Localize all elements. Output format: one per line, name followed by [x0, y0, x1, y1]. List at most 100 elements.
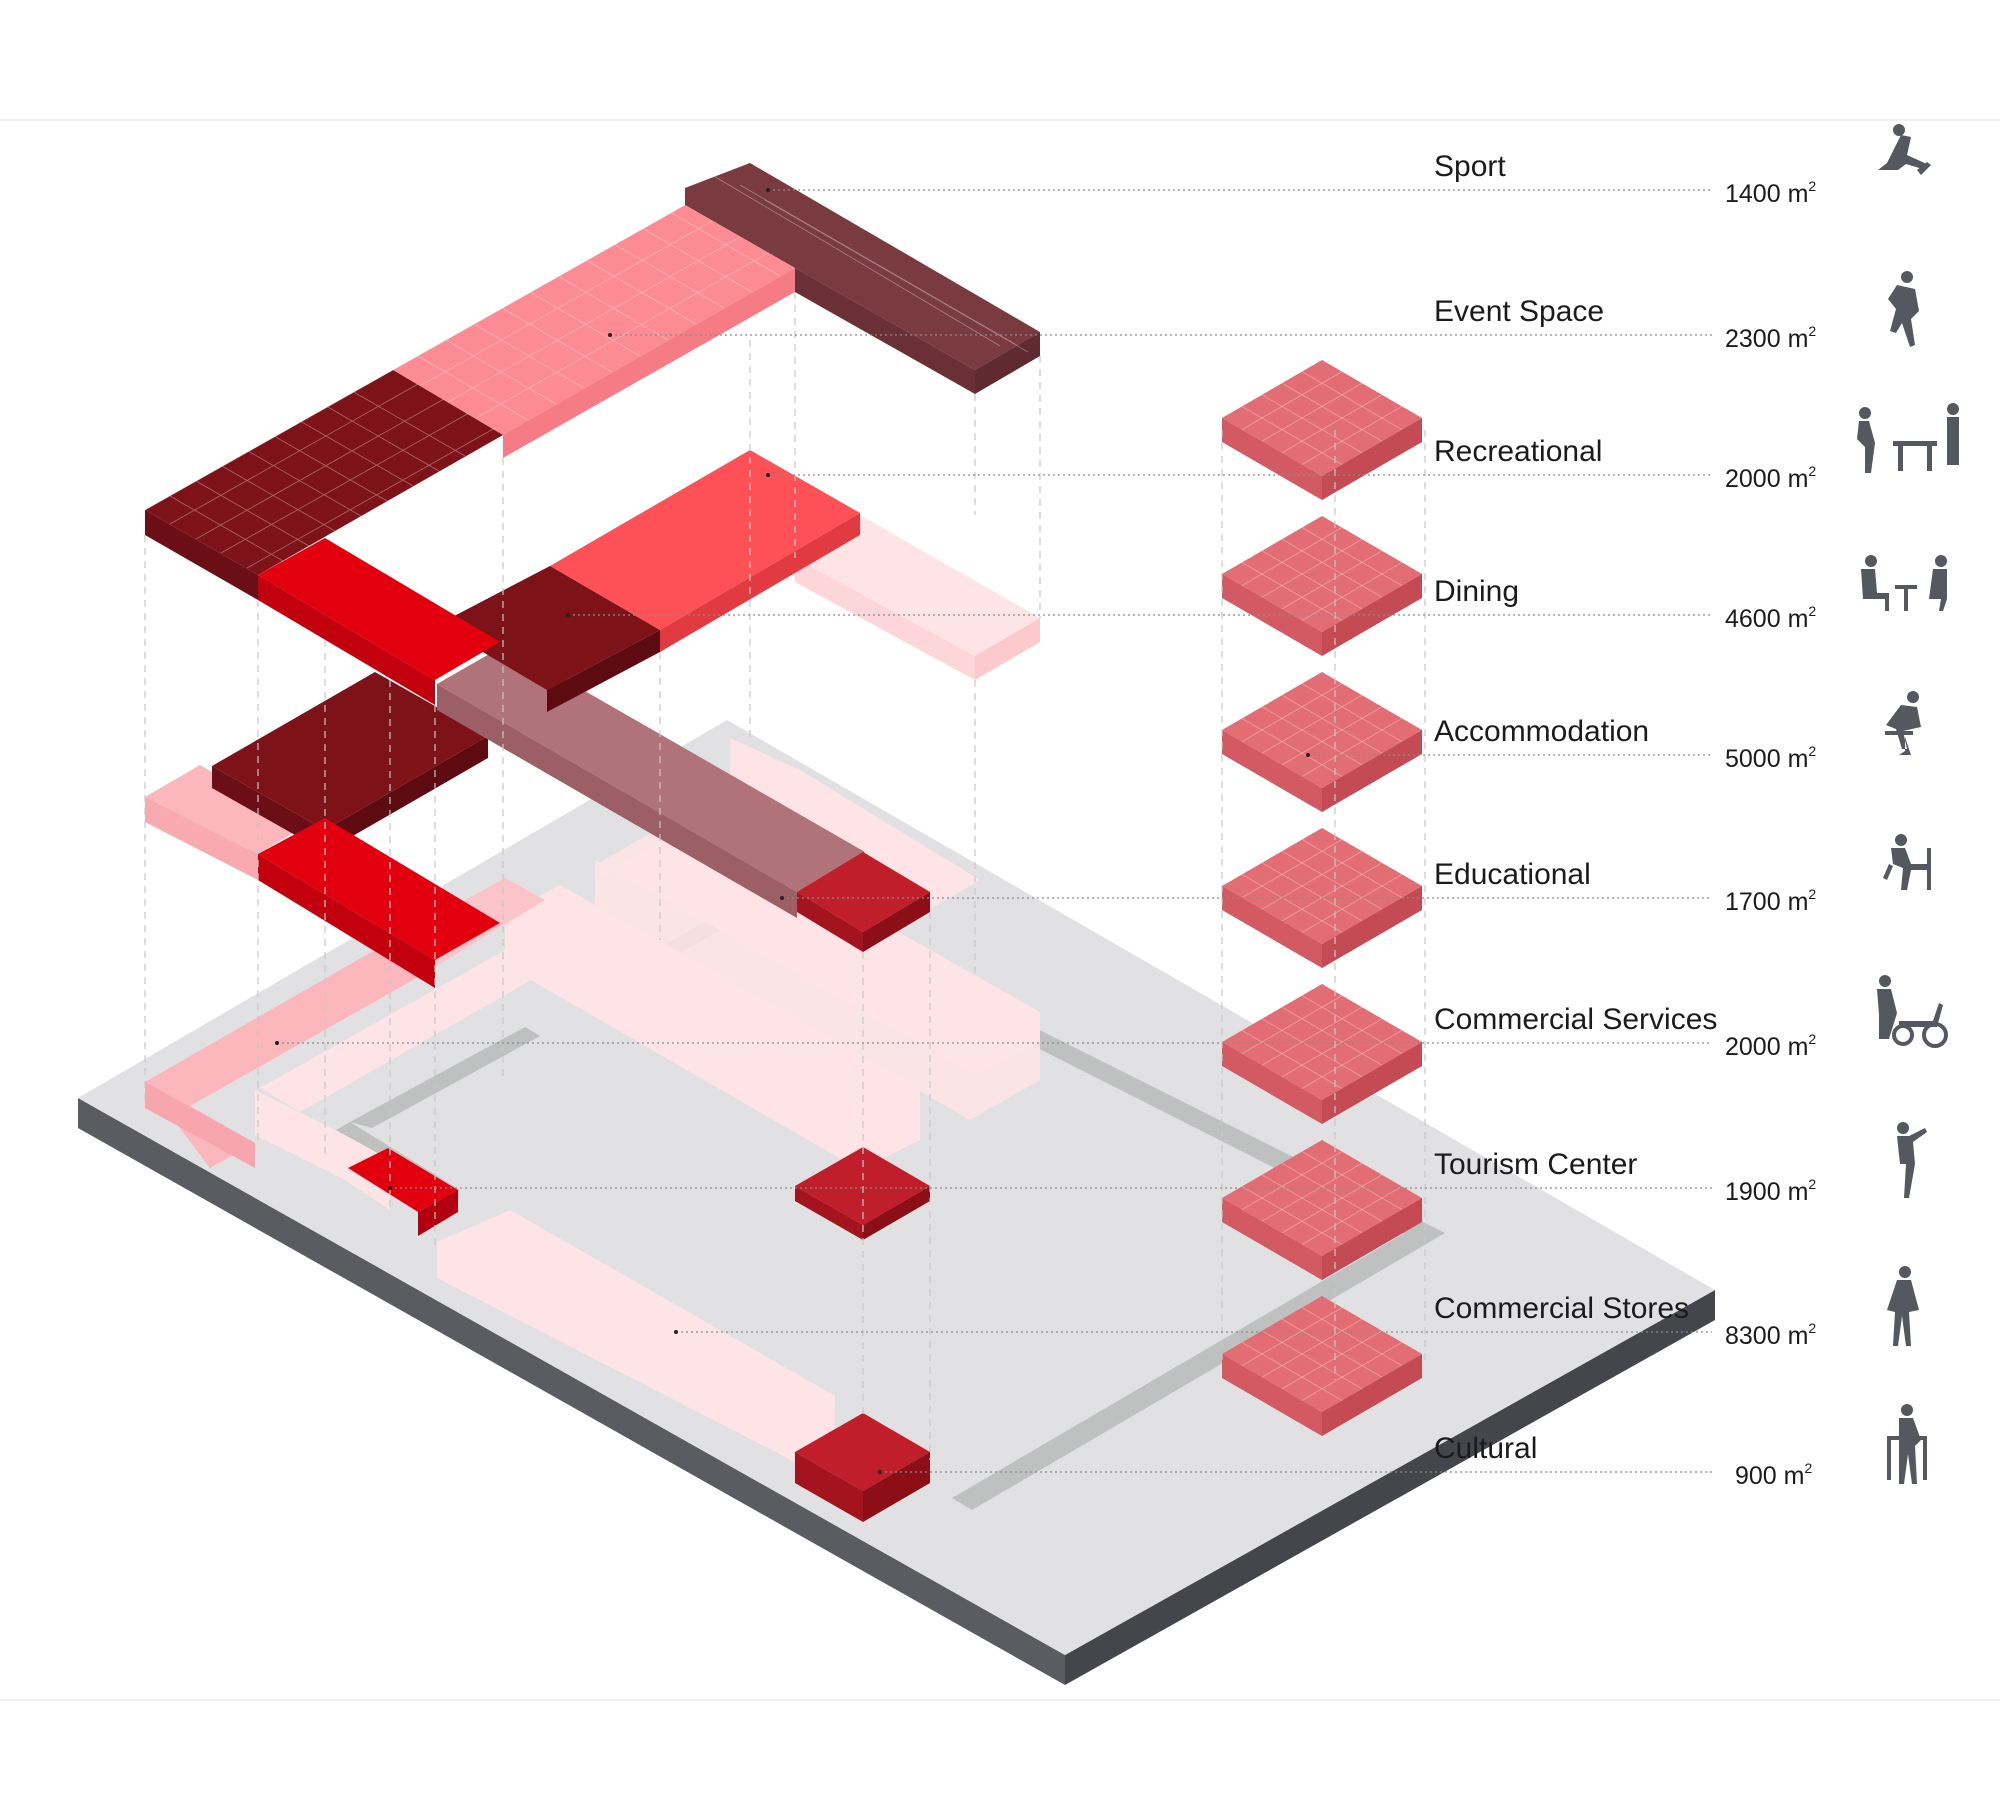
table-game-icon-shape: [1857, 417, 1959, 473]
scooter-vendor-icon: [1877, 975, 1948, 1048]
legend-row-sport: Sport 1400 m2: [766, 124, 1931, 208]
shopper-icon-head: [1899, 1266, 1911, 1278]
area-exponent: 2: [1808, 1031, 1816, 1047]
educational-crimson-cube-left: [797, 892, 863, 952]
program-area: 4600 m2: [1725, 603, 1816, 633]
legend-slab-right-face: [1322, 886, 1422, 968]
dining-couple-icon-shape: [1861, 569, 1947, 611]
educational-mauve-bar-front: [437, 684, 797, 918]
legend-slab-right-face: [1322, 574, 1422, 656]
program-name: Cultural: [1434, 1432, 1537, 1465]
legend-slab-2: [1222, 516, 1422, 656]
area-unit: m: [1781, 465, 1809, 493]
dancer-icon: [1888, 271, 1919, 347]
legend-slab-3: [1222, 672, 1422, 812]
legend-slab-left-face: [1222, 886, 1322, 968]
leader-dot: [1306, 753, 1310, 757]
legend-slab-right-face: [1322, 1042, 1422, 1124]
legend-slab-left-face: [1222, 1354, 1322, 1436]
area-value: 8300: [1725, 1322, 1781, 1350]
commercial-stores-strip-3: [505, 885, 920, 1170]
seated-person-icon-head: [1907, 691, 1919, 703]
program-area: 1700 m2: [1725, 886, 1816, 916]
dancer-icon-shape: [1888, 285, 1919, 347]
area-value: 1900: [1725, 1178, 1781, 1206]
program-name: Recreational: [1434, 435, 1602, 468]
program-area: 5000 m2: [1725, 743, 1816, 773]
leader-dot: [608, 333, 612, 337]
dining-red-arm-front: [258, 575, 435, 705]
sport-block-top: [685, 163, 1040, 370]
educational-mauve-bar-top: [437, 645, 865, 892]
scooter-vendor-icon-shape: [1877, 989, 1897, 1039]
program-name: Educational: [1434, 858, 1591, 891]
pointing-person-icon-shape: [1897, 1128, 1927, 1198]
crimson-cube-low-left: [795, 1452, 863, 1522]
area-unit: m: [1781, 745, 1809, 773]
seated-person-icon: [1885, 691, 1921, 755]
legend-slab-right-face: [1322, 1198, 1422, 1280]
commercial-services-l-front: [145, 1082, 255, 1168]
leader-dot: [674, 1330, 678, 1334]
legend-row-accommodation: Accommodation 5000 m2: [1306, 691, 1921, 773]
athlete-icon: [1878, 124, 1931, 175]
leader-dot: [388, 1186, 392, 1190]
program-name: Dining: [1434, 575, 1519, 608]
area-unit: m: [1781, 1033, 1809, 1061]
dining-couple-icon-head: [1865, 555, 1877, 567]
pointing-person-icon: [1897, 1122, 1927, 1198]
leader-dot: [878, 1470, 882, 1474]
legend-slab-7: [1222, 1296, 1422, 1436]
dining-couple-icon: [1861, 555, 1947, 611]
legend-slab-right-face: [1322, 418, 1422, 500]
program-area: 1400 m2: [1725, 178, 1816, 208]
athlete-icon-head: [1893, 124, 1905, 136]
area-exponent: 2: [1808, 178, 1816, 194]
program-area: 900 m2: [1735, 1460, 1813, 1490]
legend-row-commercial-services: Commercial Services 2000 m2: [275, 975, 1948, 1061]
legend-slab-5: [1222, 984, 1422, 1124]
program-area: 2000 m2: [1725, 463, 1816, 493]
educational-red-arm-top: [258, 818, 500, 960]
dining-red-arm-top: [258, 538, 500, 680]
legend-slab-left-face: [1222, 418, 1322, 500]
site-slab-right-face: [1065, 1290, 1715, 1685]
sport-block-side: [975, 332, 1040, 394]
legend-slab-right-face: [1322, 1354, 1422, 1436]
dining-pale-extension-top: [795, 515, 1040, 656]
area-value: 2000: [1725, 1033, 1781, 1061]
area-unit: m: [1781, 325, 1809, 353]
event-space-salmon-front: [503, 268, 795, 458]
area-unit: m: [1781, 1178, 1809, 1206]
event-space-salmon-top: [393, 205, 795, 435]
area-exponent: 2: [1808, 743, 1816, 759]
leader-dot: [780, 896, 784, 900]
area-unit: m: [1781, 605, 1809, 633]
student-desk-icon-head: [1895, 834, 1907, 846]
top-level-blocks: [145, 163, 1040, 600]
program-name: Commercial Services: [1434, 1003, 1717, 1036]
program-name: Sport: [1434, 150, 1506, 183]
area-value: 900: [1735, 1462, 1777, 1490]
middle-level-blocks: [145, 645, 1040, 1075]
program-area: 2300 m2: [1725, 323, 1816, 353]
leader-dot: [275, 1041, 279, 1045]
legend-slab-1: [1222, 360, 1422, 500]
legend-row-dining: Dining 4600 m2: [566, 555, 1947, 633]
legend-slab-left-face: [1222, 730, 1322, 812]
elder-walker-icon: [1887, 1404, 1927, 1484]
crimson-cube-low-right: [863, 1452, 930, 1522]
block-grid-overlay: [144, 174, 1029, 569]
educational-light-pink-top: [145, 765, 305, 854]
dining-couple-icon-head: [1935, 555, 1947, 567]
sport-block-front: [795, 268, 975, 394]
dining-maroon-center-top: [437, 566, 660, 690]
shopper-icon: [1887, 1266, 1919, 1346]
crimson-cube-mid-left: [795, 1186, 863, 1240]
accommodation-pale-bar: [595, 820, 1040, 1075]
elder-walker-icon-head: [1901, 1404, 1913, 1416]
legend-row-cultural: Cultural 900 m2: [878, 1404, 1927, 1490]
table-game-icon: [1857, 403, 1959, 473]
program-name: Event Space: [1434, 295, 1604, 328]
scooter-wheel: [1892, 1024, 1914, 1046]
